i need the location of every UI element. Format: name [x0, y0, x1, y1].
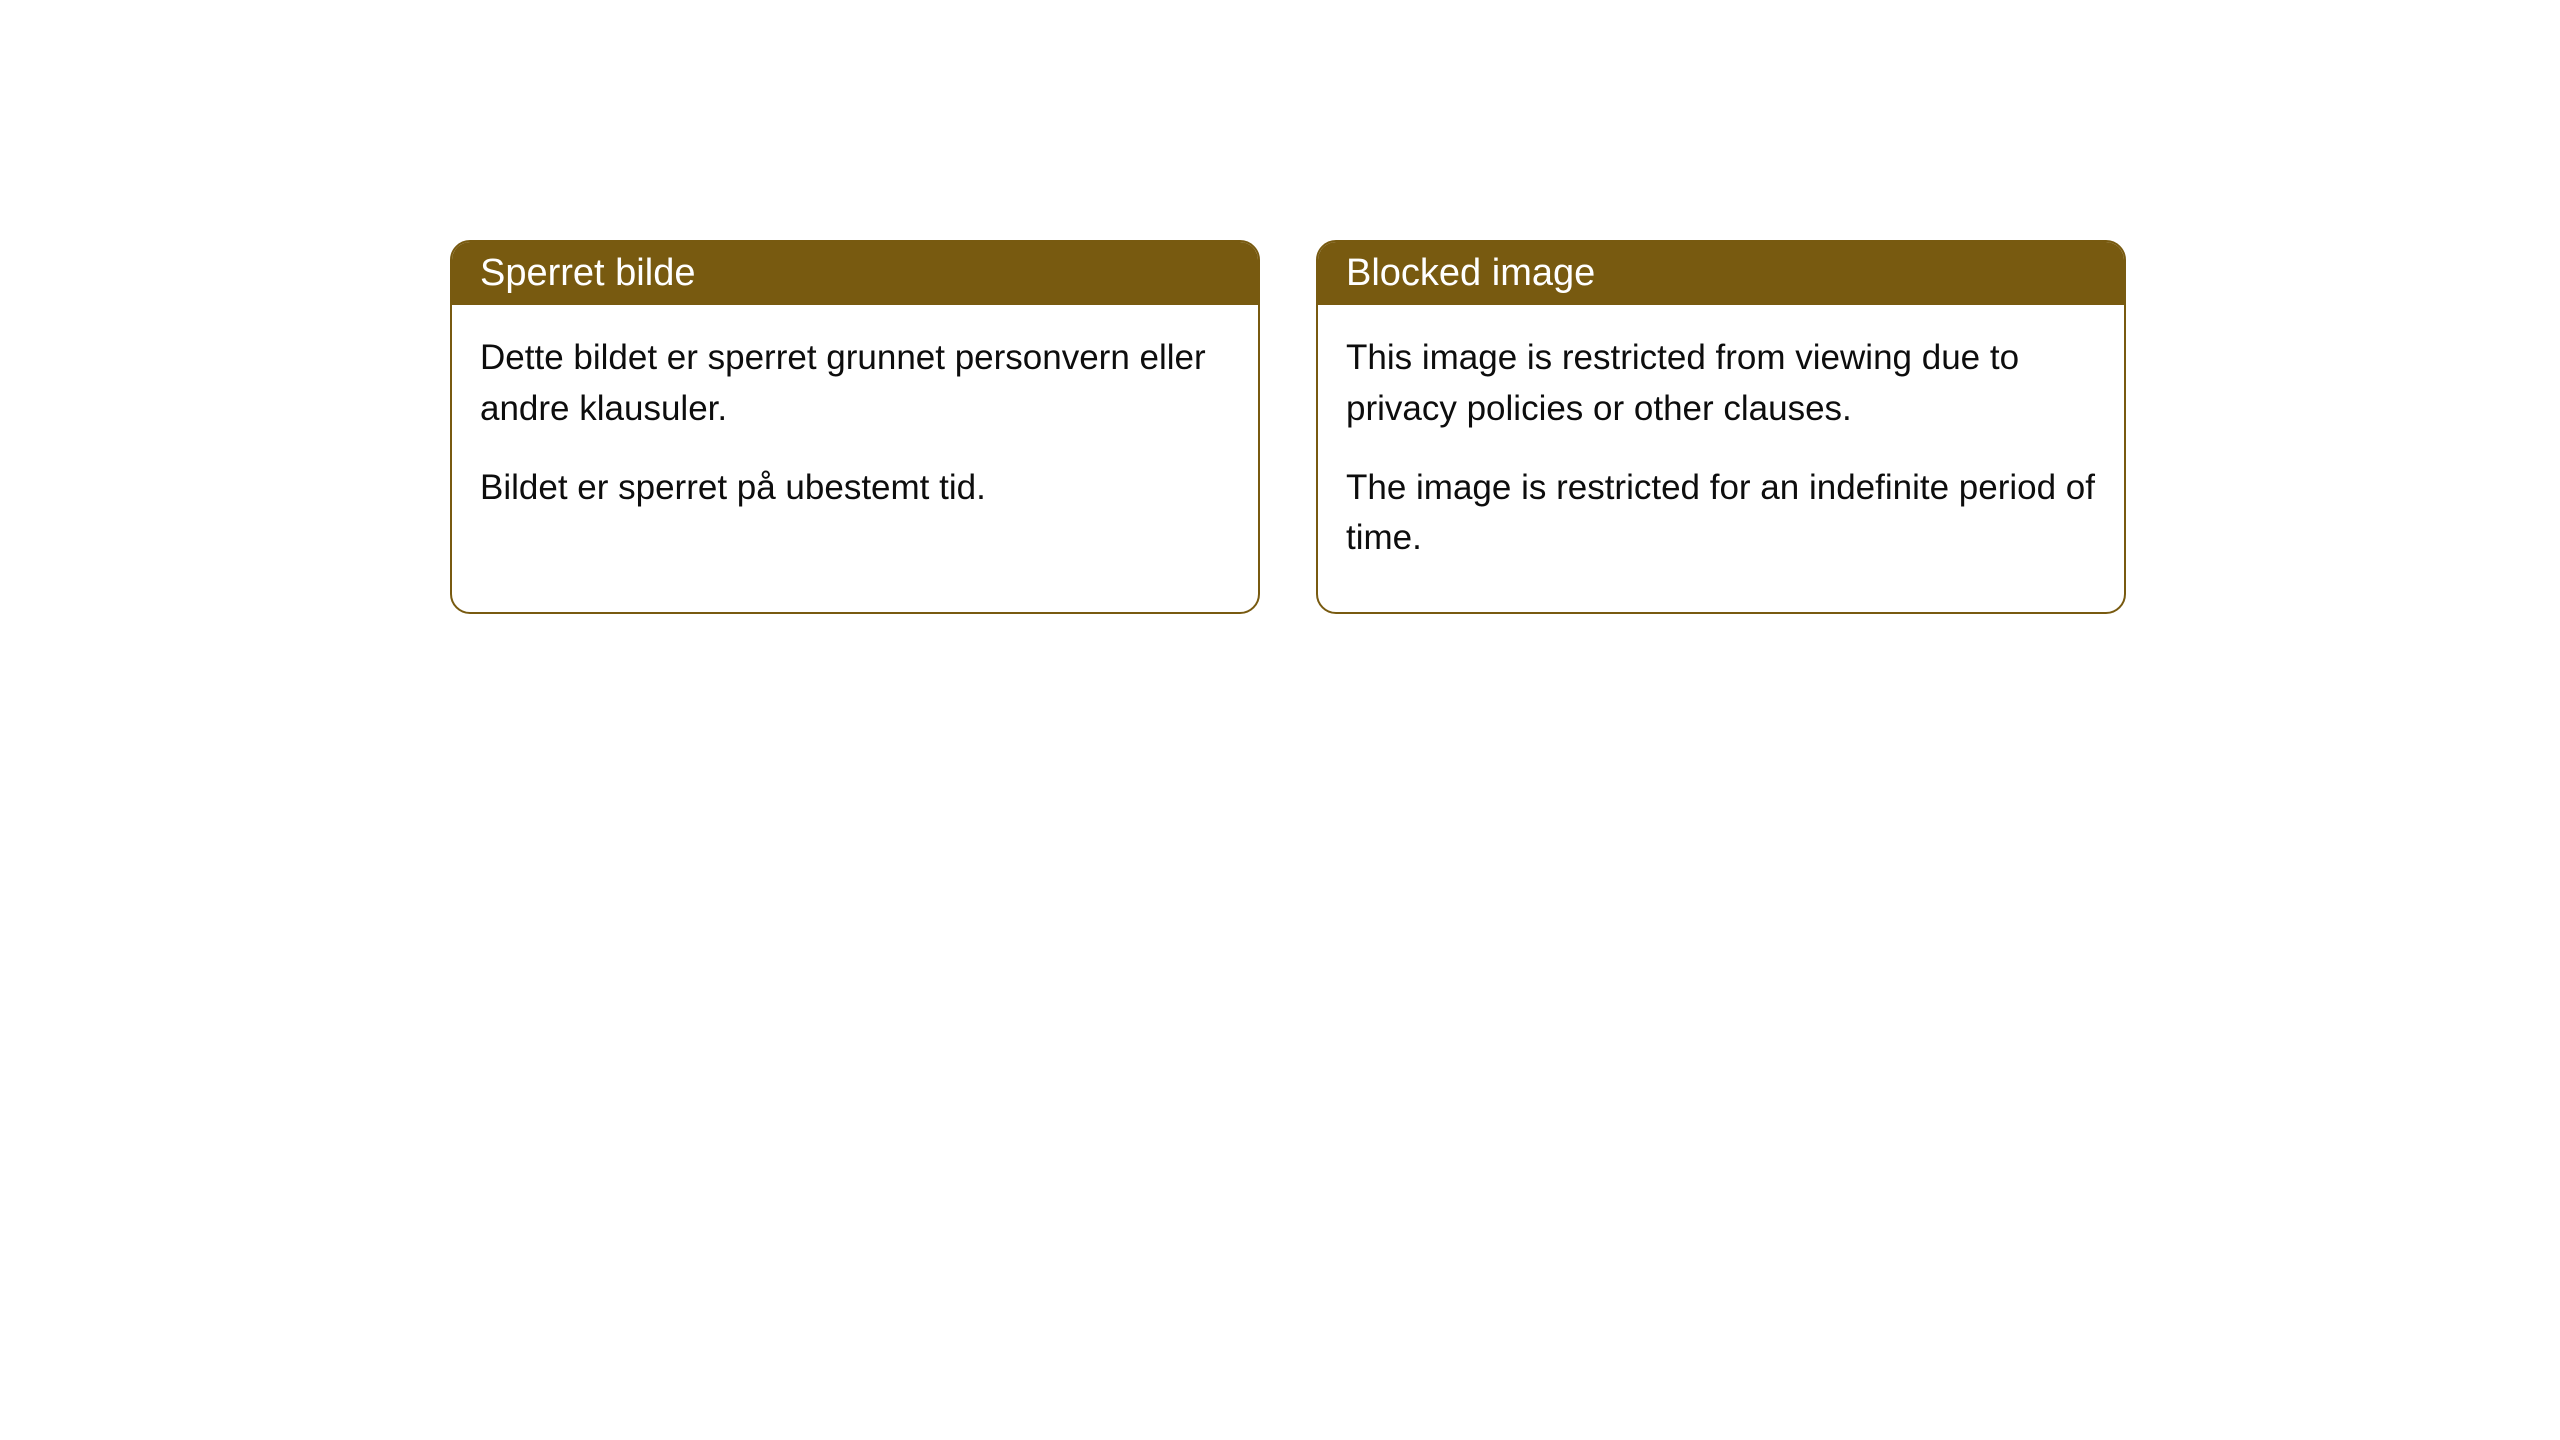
card-norwegian: Sperret bilde Dette bildet er sperret gr…: [450, 240, 1260, 614]
card-body: Dette bildet er sperret grunnet personve…: [452, 305, 1258, 561]
card-body: This image is restricted from viewing du…: [1318, 305, 2124, 612]
card-title: Blocked image: [1346, 252, 1595, 294]
card-paragraph: The image is restricted for an indefinit…: [1346, 463, 2096, 565]
card-english: Blocked image This image is restricted f…: [1316, 240, 2126, 614]
cards-container: Sperret bilde Dette bildet er sperret gr…: [450, 240, 2126, 614]
card-header: Blocked image: [1318, 242, 2124, 305]
card-title: Sperret bilde: [480, 252, 695, 294]
card-paragraph: Dette bildet er sperret grunnet personve…: [480, 333, 1230, 435]
card-paragraph: Bildet er sperret på ubestemt tid.: [480, 463, 1230, 514]
card-header: Sperret bilde: [452, 242, 1258, 305]
card-paragraph: This image is restricted from viewing du…: [1346, 333, 2096, 435]
